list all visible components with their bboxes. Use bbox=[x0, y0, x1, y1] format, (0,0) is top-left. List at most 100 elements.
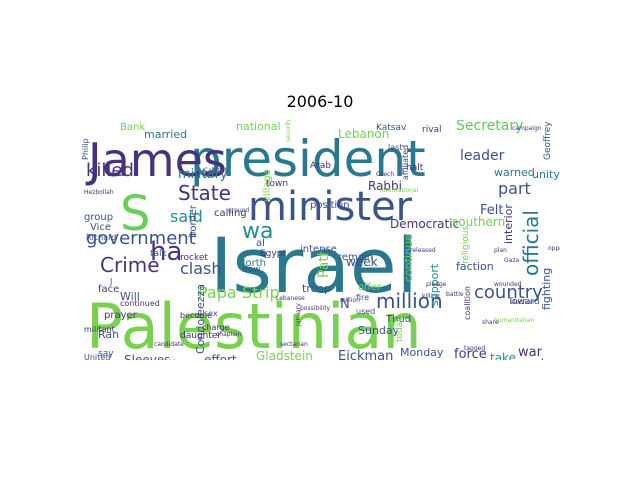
word-militant: militant bbox=[84, 325, 115, 334]
word-sunday: Sunday bbox=[358, 324, 400, 337]
word-thud: Thud bbox=[385, 314, 411, 325]
word-tagged: tagged bbox=[464, 345, 485, 352]
word-toward: Toward bbox=[507, 297, 540, 307]
word-troop: troop bbox=[302, 282, 331, 295]
word-will: Will bbox=[120, 290, 140, 303]
word-military: military bbox=[178, 167, 228, 182]
word-official: official bbox=[519, 210, 543, 276]
word-affiliated: affiliated bbox=[401, 145, 410, 180]
word-ground: ground bbox=[228, 207, 249, 214]
word-cloud: Palestinian Israel president James minister S… bbox=[80, 120, 560, 360]
word-state: State bbox=[178, 181, 231, 205]
word-election: election bbox=[510, 299, 534, 306]
word-national: national bbox=[236, 120, 281, 133]
word-unity: unity bbox=[532, 168, 560, 181]
word-democratic: Democratic bbox=[390, 217, 459, 231]
word-offer: offer bbox=[358, 282, 382, 293]
word-january: January bbox=[295, 303, 302, 327]
word-released: released bbox=[410, 247, 436, 254]
word-czech: Czech bbox=[376, 171, 394, 178]
word-palestinian: Palestinian bbox=[86, 290, 422, 360]
word-s: S bbox=[120, 186, 150, 242]
word-gaza: Gaza bbox=[504, 257, 519, 264]
word-humanitarian: humanitarian bbox=[494, 317, 534, 324]
word-killing: killing bbox=[422, 293, 440, 300]
word-strip: Strip bbox=[242, 283, 280, 302]
word-effort: effort bbox=[204, 353, 237, 360]
word-sex: sex bbox=[204, 309, 218, 318]
word-egypt: Egypt bbox=[260, 249, 286, 259]
word-james: James bbox=[85, 133, 227, 187]
word-intense: intense bbox=[300, 244, 337, 255]
word-battle: battle bbox=[446, 291, 464, 298]
word-richard: Richard bbox=[86, 233, 116, 242]
word-talk: talk bbox=[150, 249, 168, 259]
word-country: country bbox=[474, 282, 543, 303]
word-lebanon: Lebanon bbox=[338, 127, 389, 141]
word-support: support bbox=[428, 263, 441, 306]
word-last: last bbox=[388, 143, 402, 152]
word-charge: charge bbox=[202, 323, 230, 332]
word-need: need bbox=[514, 357, 544, 360]
chart-title: 2006-10 bbox=[286, 92, 354, 111]
word-coalition: coalition bbox=[463, 286, 472, 320]
word-j: J bbox=[109, 277, 112, 286]
word-used: used bbox=[356, 307, 375, 316]
word-say: say bbox=[98, 349, 114, 359]
word-condoleezza: Condoleezza bbox=[194, 284, 207, 354]
word-al: al bbox=[256, 238, 265, 249]
word-monday: Monday bbox=[400, 346, 444, 359]
word-sleeves: Sleeves bbox=[124, 353, 170, 360]
word-faction: faction bbox=[456, 260, 494, 273]
word-today: today bbox=[395, 316, 405, 342]
word-international: international bbox=[380, 187, 419, 194]
word-position: position bbox=[310, 200, 350, 211]
word-minister: minister bbox=[248, 184, 413, 230]
word-married: married bbox=[144, 128, 187, 141]
word-continued: continued bbox=[120, 299, 160, 308]
word-eickman: Eickman bbox=[338, 349, 393, 360]
word-religious: religious bbox=[461, 226, 471, 264]
word-wa: wa bbox=[242, 219, 273, 244]
word-week: week bbox=[346, 255, 378, 269]
word-wounded: wounded bbox=[494, 281, 522, 288]
word-pledge: pledge bbox=[426, 281, 447, 288]
word-gladstein: Gladstein bbox=[256, 349, 313, 360]
word-calling: calling bbox=[214, 208, 247, 219]
word-continue: continue bbox=[402, 234, 415, 282]
word-israel: Israel bbox=[210, 221, 418, 310]
word-cabinet: Cabinet bbox=[204, 167, 228, 174]
word-opposed: opposed bbox=[548, 245, 560, 252]
word-secretary: Secretary bbox=[456, 120, 523, 134]
word-fighting: fighting bbox=[540, 268, 553, 310]
word-killed: killed bbox=[86, 160, 134, 181]
word-border: border bbox=[188, 204, 199, 238]
word-force: force bbox=[454, 347, 487, 360]
word-north: North bbox=[238, 258, 266, 269]
word-plan: plan bbox=[494, 247, 507, 254]
word-become: become bbox=[180, 311, 212, 320]
word-face: face bbox=[98, 284, 119, 295]
word-southern: southern bbox=[452, 215, 505, 229]
word-united: United bbox=[84, 353, 110, 360]
word-remain: remain bbox=[338, 252, 373, 263]
word-new: new bbox=[242, 265, 261, 275]
word-lebanese: Lebanese bbox=[276, 295, 305, 302]
word-share: share bbox=[482, 319, 499, 326]
word-daughter: daughter bbox=[180, 331, 221, 341]
word-bank: Bank bbox=[120, 122, 145, 133]
word-million: million bbox=[340, 297, 360, 304]
word-path: Path bbox=[316, 247, 332, 278]
word-n: N bbox=[340, 297, 350, 312]
word-campaign: campaign bbox=[512, 125, 542, 132]
word-precision: precision bbox=[156, 359, 183, 360]
word-town: town bbox=[266, 179, 288, 189]
word-katsav: Katsav bbox=[376, 123, 407, 133]
word-fire: fire bbox=[356, 293, 369, 302]
word-village: village bbox=[262, 169, 273, 202]
word-security: security bbox=[285, 120, 292, 142]
word-rabbi: Rabbi bbox=[368, 179, 402, 193]
word-crime: Crime bbox=[100, 253, 160, 277]
